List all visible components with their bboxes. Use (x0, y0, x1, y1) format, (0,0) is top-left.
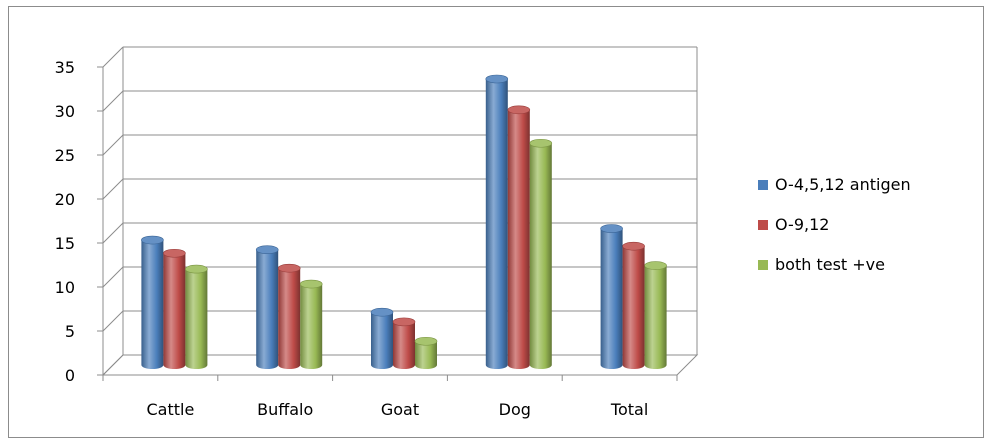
x-tick-label: Cattle (146, 400, 194, 419)
side-gridline (102, 178, 124, 200)
bar-body (415, 341, 437, 369)
bar (414, 336, 438, 369)
bar-top (507, 105, 531, 115)
legend-label: O-9,12 (775, 215, 829, 234)
side-gridline (102, 354, 124, 376)
bar-top (370, 307, 394, 317)
x-tick-label: Dog (499, 400, 531, 419)
bar-body (300, 284, 323, 369)
bar-top (392, 317, 416, 327)
y-tick-label: 25 (55, 146, 75, 165)
bar-body (529, 143, 552, 369)
bar-body (163, 253, 186, 369)
bar (255, 245, 279, 369)
bar-body (644, 265, 667, 369)
bar (185, 264, 208, 369)
bar (622, 241, 645, 369)
y-axis: 0 5 10 15 20 25 30 35 (55, 58, 104, 385)
y-tick-label: 35 (55, 58, 75, 77)
bar-body (371, 312, 393, 369)
side-gridline (102, 266, 124, 288)
bar-top (141, 235, 164, 245)
bar-body (278, 268, 301, 369)
y-tick-label: 15 (55, 234, 75, 253)
bar-top (277, 263, 301, 273)
legend-item: both test +ve (758, 255, 885, 274)
y-tick-label: 5 (65, 322, 75, 341)
x-tick-label: Goat (381, 400, 419, 419)
side-gridline (102, 46, 124, 68)
side-gridline (102, 134, 124, 156)
y-tick-label: 10 (55, 278, 75, 297)
legend-swatch (758, 220, 768, 230)
side-gridline (102, 310, 124, 332)
legend-item: O-4,5,12 antigen (758, 175, 911, 194)
bar (299, 279, 323, 369)
bar-body (185, 269, 208, 369)
y-tick-label: 20 (55, 190, 75, 209)
bar-top (529, 138, 553, 148)
bar (600, 224, 623, 369)
x-tick-label: Total (610, 400, 648, 419)
bar-top (622, 241, 645, 251)
bar (529, 138, 553, 369)
x-tick-label: Buffalo (257, 400, 313, 419)
bar-body (141, 240, 164, 369)
bar-top (185, 264, 208, 274)
bar-body (622, 246, 645, 369)
legend: O-4,5,12 antigen O-9,12 both test +ve (758, 175, 911, 274)
x-axis: Cattle Buffalo Goat Dog Total (102, 374, 678, 419)
bar (277, 263, 301, 369)
bar-body (600, 228, 623, 369)
bar (485, 74, 509, 369)
legend-swatch (758, 260, 768, 270)
side-gridline (102, 90, 124, 112)
bar-body (507, 109, 530, 370)
bar (644, 261, 667, 369)
bar (392, 317, 416, 369)
y-tick-label: 30 (55, 102, 75, 121)
bar-top (644, 261, 667, 270)
bar-top (299, 279, 323, 289)
bar (370, 307, 394, 369)
bar-body (256, 249, 279, 369)
legend-swatch (758, 180, 768, 190)
legend-label: O-4,5,12 antigen (775, 175, 911, 194)
legend-item: O-9,12 (758, 215, 829, 234)
bar-top (255, 245, 279, 255)
bar (141, 235, 164, 369)
bar-top (163, 248, 186, 258)
bar (163, 248, 186, 369)
bar-body (485, 79, 508, 369)
bars (141, 74, 667, 370)
bar (507, 105, 531, 370)
legend-label: both test +ve (775, 255, 885, 274)
side-gridline (102, 222, 124, 244)
bar-top (485, 74, 509, 84)
bar-body (393, 321, 415, 369)
bar-top (414, 336, 438, 346)
gridlines (102, 46, 698, 376)
y-tick-label: 0 (65, 366, 75, 385)
bar-top (600, 224, 623, 233)
